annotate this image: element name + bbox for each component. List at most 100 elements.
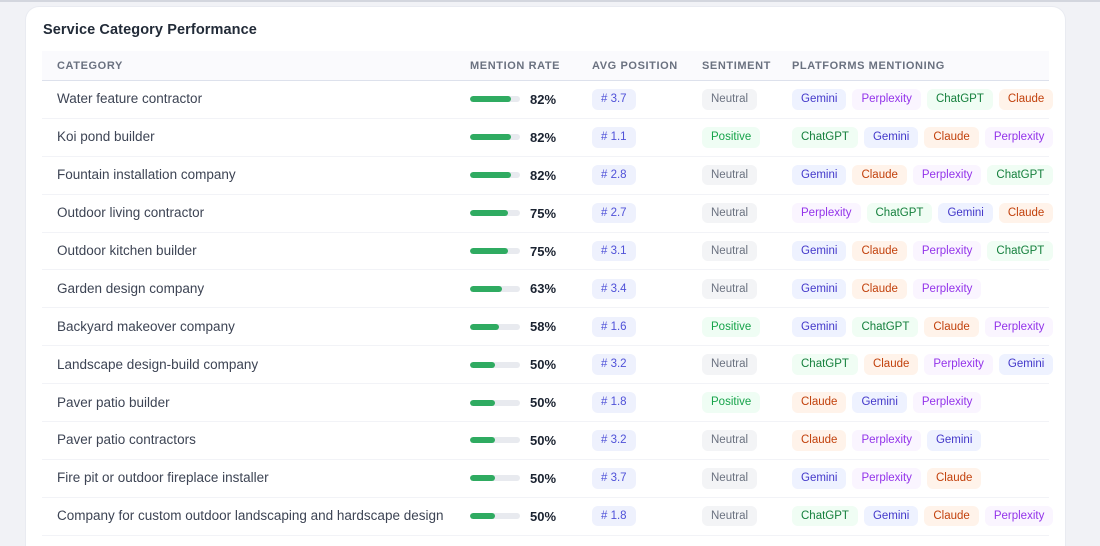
- avg-position-cell: # 3.1: [584, 232, 694, 271]
- table-row: Paver patio contractors 50% # 3.2 Neutra…: [42, 421, 1049, 460]
- mention-rate-value: 82%: [530, 167, 557, 183]
- mention-rate-bar-fill: [470, 285, 502, 292]
- category-cell: Paver patio builder: [42, 383, 462, 423]
- mention-rate-bar-fill: [470, 399, 495, 406]
- category-cell: Landscape design-build company: [42, 345, 462, 385]
- category-cell: Outdoor kitchen builder: [42, 232, 462, 271]
- avg-position-cell: # 3.2: [584, 345, 694, 385]
- category-cell: Outdoor living contractor: [42, 194, 462, 233]
- category-label: Backyard makeover company: [57, 318, 235, 334]
- platform-badge: Claude: [924, 506, 979, 527]
- avg-position-badge: # 3.2: [592, 354, 636, 375]
- mention-rate-cell: 75%: [462, 194, 584, 233]
- platforms-cell: Claude Perplexity Gemini: [784, 421, 1049, 460]
- platform-badges: Claude Perplexity Gemini: [792, 430, 1049, 451]
- category-cell: Backyard makeover company: [42, 307, 462, 347]
- platform-badge: Gemini: [792, 316, 847, 337]
- platforms-cell: Gemini Perplexity ChatGPT Claude: [784, 80, 1054, 119]
- platform-badge: ChatGPT: [866, 202, 933, 224]
- platform-badge: Gemini: [938, 202, 993, 224]
- avg-position-cell: # 1.8: [584, 497, 694, 536]
- platform-badge: Perplexity: [912, 165, 982, 186]
- platforms-cell: Gemini ChatGPT Claude Perplexity: [784, 307, 1054, 347]
- mention-rate-bar-fill: [470, 437, 495, 444]
- sentiment-cell: Neutral: [694, 497, 784, 536]
- sentiment-badge: Neutral: [702, 89, 758, 110]
- platforms-cell: ChatGPT Claude Perplexity Gemini: [784, 345, 1054, 385]
- mention-rate-bar-track: [470, 96, 520, 103]
- category-cell: Fountain installation company: [42, 156, 462, 195]
- avg-position-badge: # 1.1: [592, 127, 636, 148]
- column-header-sentiment: Sentiment: [694, 51, 784, 81]
- avg-position-cell: # 1.8: [584, 383, 694, 423]
- sentiment-badge: Neutral: [702, 506, 758, 527]
- mention-rate-bar-fill: [470, 248, 508, 254]
- table-row: Landscape design-build company 50% # 3.2…: [42, 345, 1054, 385]
- platform-badge: Perplexity: [792, 202, 861, 224]
- platform-badges: ChatGPT Claude Perplexity Gemini: [792, 354, 1054, 375]
- sentiment-badge: Positive: [702, 127, 761, 148]
- avg-position-cell: # 1.1: [584, 118, 694, 157]
- platforms-cell: Gemini Perplexity Claude: [784, 459, 1049, 498]
- sentiment-badge: Neutral: [702, 202, 758, 224]
- sentiment-cell: Positive: [694, 383, 784, 423]
- avg-position-cell: # 2.7: [584, 194, 694, 233]
- platform-badge: Perplexity: [912, 278, 982, 300]
- mention-rate-bar-track: [470, 323, 520, 330]
- mention-rate-bar-track: [470, 285, 520, 292]
- sentiment-cell: Neutral: [694, 459, 784, 498]
- sentiment-cell: Neutral: [694, 269, 784, 309]
- mention-rate-cell: 50%: [462, 459, 584, 498]
- platform-badge: Gemini: [792, 240, 847, 262]
- sentiment-badge: Neutral: [702, 165, 758, 186]
- sentiment-cell: Positive: [694, 307, 784, 347]
- platform-badge: Gemini: [926, 430, 982, 451]
- platform-badge: Perplexity: [984, 506, 1054, 527]
- category-cell: Paver patio contractors: [42, 421, 462, 460]
- category-label: Company for custom outdoor landscaping a…: [57, 508, 444, 524]
- mention-rate-bar-track: [470, 437, 520, 444]
- platform-badge: Perplexity: [924, 354, 993, 375]
- mention-rate-value: 63%: [530, 281, 557, 297]
- mention-rate-value: 50%: [530, 508, 557, 524]
- category-label: Garden design company: [57, 280, 205, 296]
- avg-position-cell: # 1.6: [584, 307, 694, 347]
- platform-badge: Gemini: [863, 506, 919, 527]
- platform-badge: Claude: [852, 165, 907, 186]
- table-row: Company for custom outdoor landscaping a…: [42, 497, 1054, 536]
- mention-rate-cell: 50%: [462, 497, 584, 536]
- platform-badge: ChatGPT: [987, 240, 1054, 262]
- mention-rate-cell: 58%: [462, 307, 584, 347]
- table-row: Fountain installation company 82% # 2.8 …: [42, 156, 1054, 195]
- platform-badge: Claude: [863, 354, 919, 375]
- platforms-cell: ChatGPT Gemini Claude Perplexity: [784, 497, 1054, 536]
- sentiment-badge: Neutral: [702, 430, 758, 451]
- avg-position-cell: # 3.4: [584, 269, 694, 309]
- avg-position-badge: # 3.1: [592, 240, 636, 262]
- mention-rate-bar-fill: [470, 475, 495, 482]
- category-label: Paver patio contractors: [57, 432, 196, 448]
- column-header-mention-rate: Mention Rate: [462, 51, 584, 81]
- mention-rate-bar-fill: [470, 172, 511, 179]
- avg-position-badge: # 3.2: [592, 430, 636, 451]
- table-row: Outdoor living contractor 75% # 2.7 Neut…: [42, 194, 1054, 233]
- service-category-performance-card: Service Category Performance Category Me…: [25, 6, 1066, 546]
- platform-badge: Perplexity: [852, 89, 921, 110]
- platform-badges: ChatGPT Gemini Claude Perplexity: [792, 127, 1054, 148]
- avg-position-badge: # 2.7: [592, 202, 636, 224]
- platform-badge: Gemini: [792, 468, 847, 489]
- platform-badge: Claude: [852, 278, 907, 300]
- column-header-avg-position: Avg Position: [584, 51, 694, 81]
- platform-badge: Perplexity: [984, 316, 1054, 337]
- table-row: Water feature contractor 82% # 3.7 Neutr…: [42, 80, 1054, 119]
- mention-rate-bar-track: [470, 134, 520, 141]
- mention-rate-cell: 50%: [462, 421, 584, 460]
- mention-rate-bar-track: [470, 248, 520, 254]
- mention-rate-bar-track: [470, 210, 520, 217]
- mention-rate-cell: 50%: [462, 345, 584, 385]
- category-label: Landscape design-build company: [57, 356, 259, 372]
- platform-badge: ChatGPT: [987, 165, 1054, 186]
- avg-position-badge: # 1.8: [592, 392, 636, 413]
- mention-rate-value: 50%: [530, 395, 557, 411]
- platform-badge: Claude: [926, 468, 982, 489]
